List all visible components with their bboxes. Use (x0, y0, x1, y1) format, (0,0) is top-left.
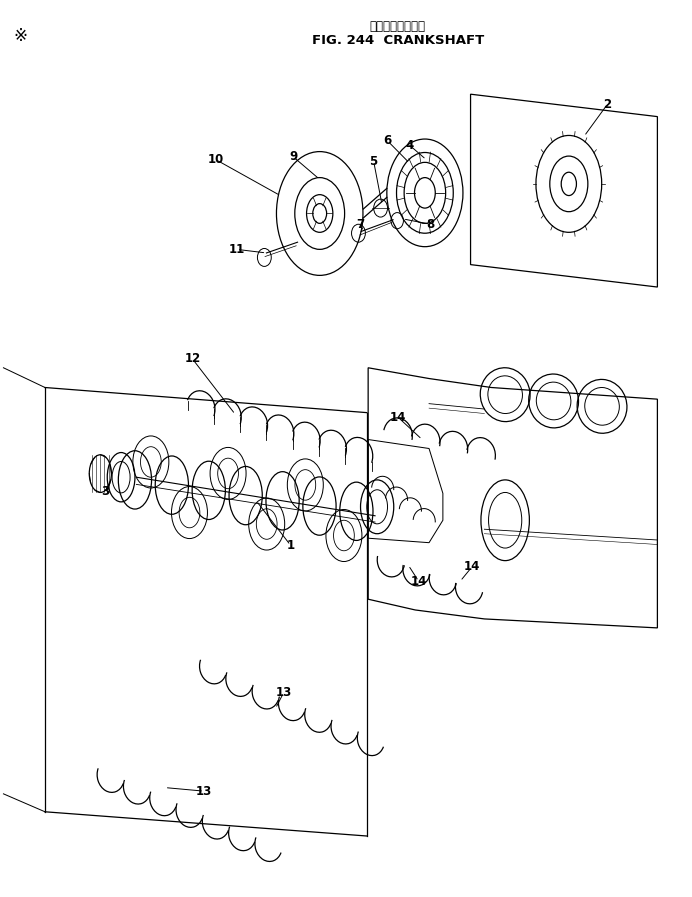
Text: 14: 14 (410, 575, 427, 588)
Text: 12: 12 (184, 353, 201, 365)
Text: 9: 9 (289, 151, 298, 163)
Text: 11: 11 (228, 243, 245, 256)
Text: 4: 4 (406, 139, 414, 152)
Text: ※: ※ (14, 27, 28, 45)
Text: 2: 2 (603, 98, 612, 110)
Text: 14: 14 (464, 561, 480, 573)
Text: 13: 13 (196, 785, 212, 797)
Text: クランクシャフト: クランクシャフト (370, 20, 426, 32)
Text: 5: 5 (370, 155, 378, 168)
Text: 3: 3 (101, 485, 109, 498)
Text: 13: 13 (275, 686, 292, 699)
Text: 7: 7 (356, 218, 364, 231)
Text: 1: 1 (286, 539, 295, 552)
Text: FIG. 244  CRANKSHAFT: FIG. 244 CRANKSHAFT (312, 34, 484, 47)
Text: 6: 6 (383, 135, 392, 147)
Text: 10: 10 (208, 153, 224, 166)
Text: 8: 8 (426, 218, 435, 231)
Text: 14: 14 (390, 411, 406, 423)
